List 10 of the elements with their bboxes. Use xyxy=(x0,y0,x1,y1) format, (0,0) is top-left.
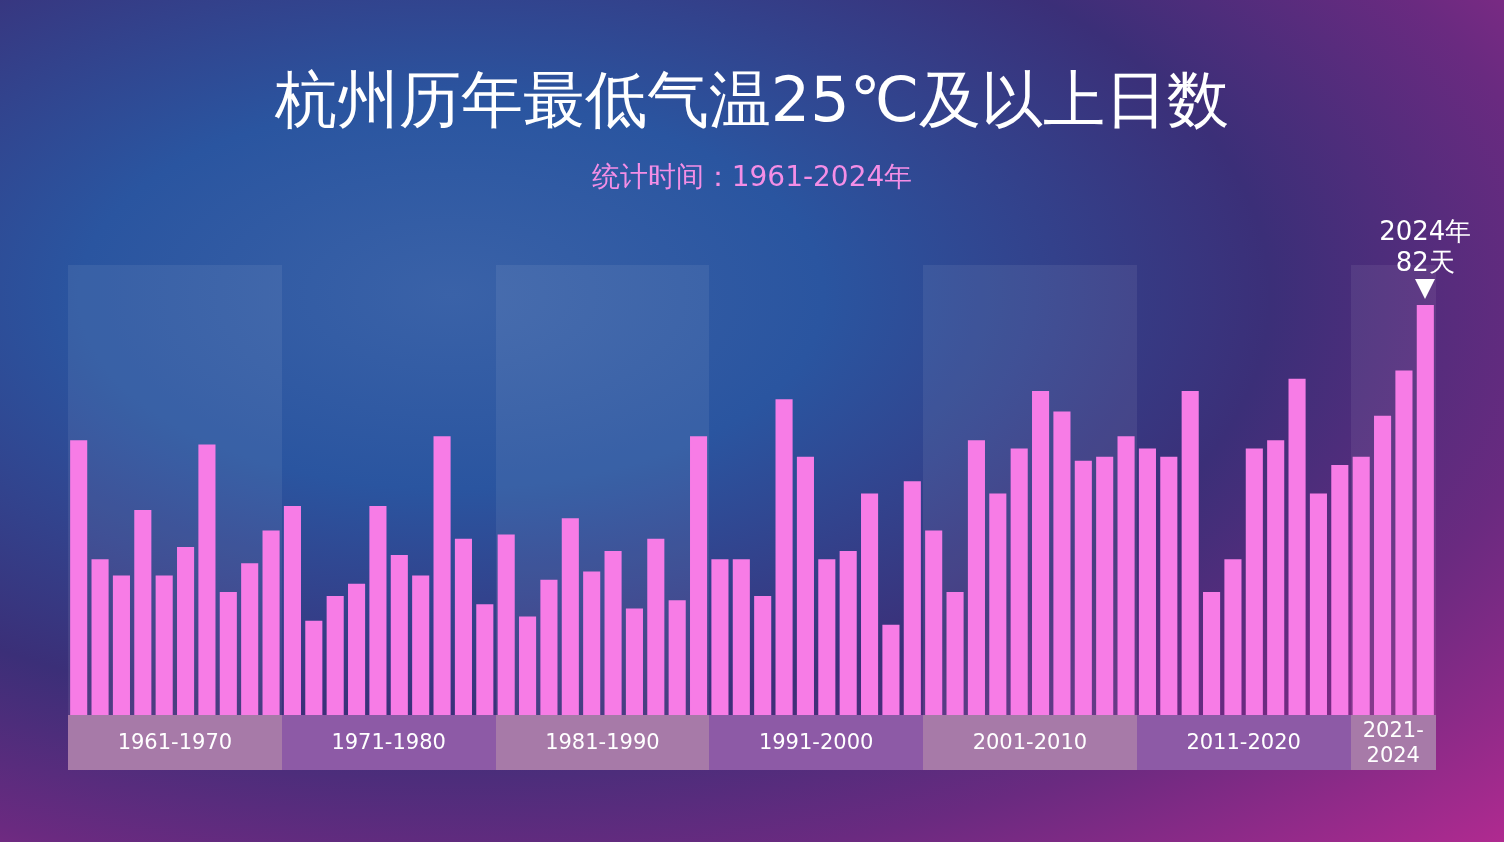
text: 2001-2010 xyxy=(923,715,1137,770)
text: 1961-1970 xyxy=(68,715,282,770)
text: 2021-2024 xyxy=(1350,715,1436,770)
chart-title: 杭州历年最低气温25℃及以上日数 xyxy=(273,62,1231,138)
chart-subtitle: 统计时间：1961-2024年 xyxy=(590,159,914,195)
text: 1991-2000 xyxy=(709,715,923,770)
text: 2011-2020 xyxy=(1136,715,1351,770)
text: 2024年 82天 xyxy=(1379,216,1472,277)
text: 1981-1990 xyxy=(495,715,710,770)
text: 1971-1980 xyxy=(281,715,496,770)
